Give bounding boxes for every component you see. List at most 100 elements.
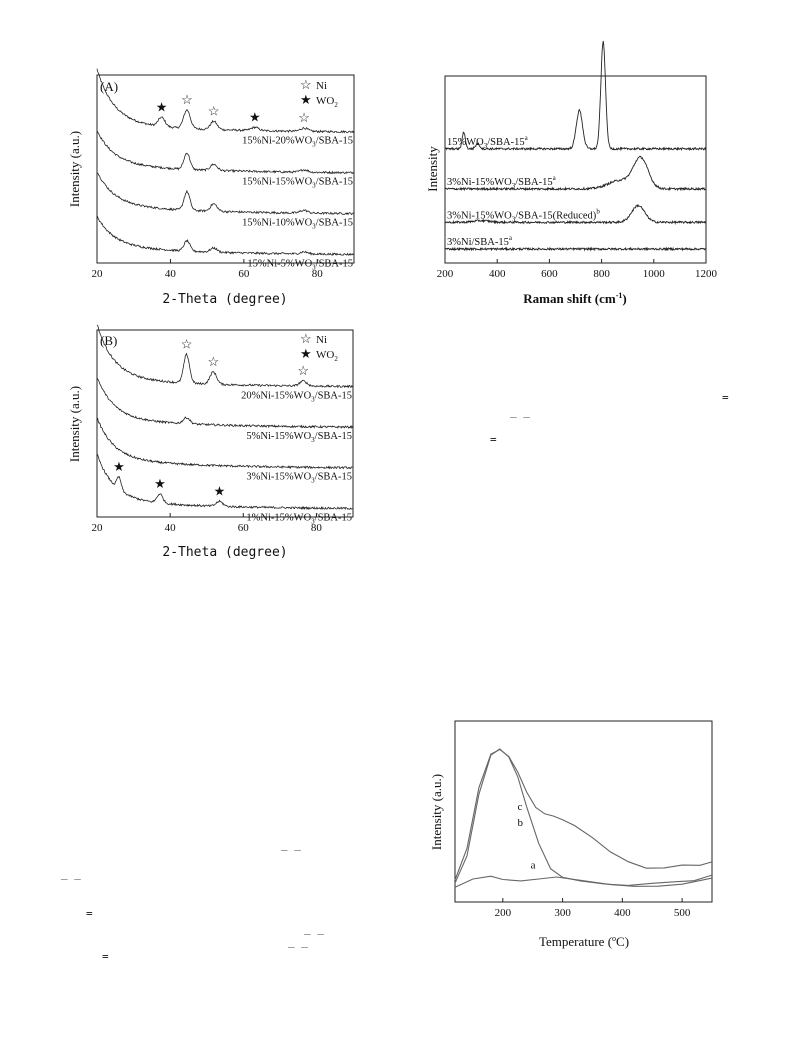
xrd-b-pattern-curve [96,324,353,389]
xrd-b-tick-label: 60 [238,522,250,534]
ni-open-star-marker: ☆ [181,92,193,107]
raman-spectrum-curve [444,246,707,252]
raman-series-label: 15%WO3/SBA-15a [447,134,529,150]
tpr-tick-label: 500 [674,907,691,919]
raman-frame [444,75,707,264]
xrd-a-frame [96,74,355,264]
xrd-b-pattern-curve [96,417,353,470]
raman-series-label: 3%Ni-15%WO3/SBA-15(Reduced)b [447,207,600,223]
xrd-b-tick-label: 40 [165,522,177,534]
tpr-series-label: b [518,817,524,829]
tpr-x-ticks: 200 300 400 500 [495,898,691,919]
stray-mark: _ _ [61,867,81,880]
xrd-b-legend-wo2-label: WO2 [316,349,338,363]
raman-tick-label: 1000 [643,268,666,280]
raman-tick-label: 1200 [695,268,718,280]
tpr-profile-curve [454,748,713,881]
wo2-filled-star-marker: ★ [214,483,226,498]
xrd-a-legend-wo2-label: WO2 [316,95,338,109]
xrd-b-legend-wo2-marker: ★ [300,346,312,361]
xrd-a-pattern-curve [96,215,354,256]
xrd-a-x-ticks: 20 40 60 80 [92,259,324,280]
ni-open-star-marker: ☆ [298,110,310,125]
xrd-b-pattern-curve [96,453,353,511]
tpr-frame [454,720,713,903]
xrd-a-series-labels: 15%Ni-20%WO3/SBA-15 15%Ni-15%WO3/SBA-15 15… [242,136,353,272]
stray-mark: _ _ [510,405,530,418]
xrd-a-curves: ★ ☆☆ ★ ☆ [96,68,354,256]
xrd-panel-a: (A) ☆ Ni ★ WO2 ★ ☆☆ ★ ☆ 15%Ni-20%WO3/SBA-15… [67,68,355,307]
tpr-x-axis-title: Temperature (oC) [539,934,629,949]
wo2-filled-star-marker: ★ [249,109,261,124]
xrd-a-pattern-curve [96,130,354,175]
stray-mark: _ _ [288,935,308,948]
xrd-b-legend: ☆ Ni ★ WO2 [300,331,338,363]
raman-spectrum-curve [444,203,707,225]
xrd-b-tick-label: 20 [92,522,104,534]
tpr-curves: a bc [454,748,713,888]
xrd-a-x-axis-title: 2-Theta (degree) [162,292,287,307]
xrd-a-panel-label: (A) [100,79,118,94]
xrd-b-series-label: 5%Ni-15%WO3/SBA-15 [246,431,352,444]
tpr-series-label: c [518,801,523,813]
xrd-a-y-axis-title: Intensity (a.u.) [67,131,82,207]
tpr-series-label: a [531,860,536,872]
xrd-b-x-axis-title: 2-Theta (degree) [162,545,287,560]
raman-x-ticks: 200 400 600 800 1000 1200 [437,259,718,280]
raman-series-label: 3%Ni-15%WO3/SBA-15a [447,174,557,190]
xrd-b-x-ticks: 20 40 60 80 [92,513,323,534]
stray-marks: = _ _ = _ _ _ _ = _ _ _ _ = [61,391,729,963]
xrd-a-series-label: 15%Ni-5%WO3/SBA-15 [247,258,353,271]
stray-mark: = [722,391,729,404]
xrd-a-series-label: 15%Ni-20%WO3/SBA-15 [242,136,353,149]
xrd-b-curves: ☆☆☆★★ ★ [96,324,353,511]
tpr-tick-label: 200 [495,907,512,919]
raman-tick-label: 200 [437,268,454,280]
xrd-b-series-label: 1%Ni-15%WO3/SBA-15 [246,512,352,525]
xrd-a-legend-ni-marker: ☆ [300,77,312,92]
xrd-b-y-axis-title: Intensity (a.u.) [67,386,82,462]
stray-mark: = [86,907,93,920]
raman-panel: 15%WO3/SBA-15a 3%Ni-15%WO3/SBA-15a 3%Ni-15… [425,40,718,306]
xrd-a-pattern-curve [96,68,354,134]
raman-y-axis-title: Intensity [425,146,440,192]
xrd-b-legend-ni-marker: ☆ [300,331,312,346]
xrd-b-series-label: 3%Ni-15%WO3/SBA-15 [246,472,352,485]
raman-spectrum-curve [444,40,707,152]
tpr-y-axis-title: Intensity (a.u.) [429,774,444,850]
xrd-b-tick-label: 80 [311,522,323,534]
raman-series-label: 3%Ni/SBA-15a [447,234,513,248]
ni-open-star-marker: ☆ [207,354,219,369]
xrd-a-series-label: 15%Ni-10%WO3/SBA-15 [242,217,353,230]
ni-open-star-marker: ☆ [208,103,220,118]
xrd-a-legend: ☆ Ni ★ WO2 [300,77,338,109]
wo2-filled-star-marker: ★ [156,99,168,114]
xrd-b-pattern-curve [96,377,353,430]
stray-mark: _ _ [304,922,324,935]
raman-series-labels: 15%WO3/SBA-15a 3%Ni-15%WO3/SBA-15a 3%Ni-15… [447,134,600,248]
xrd-a-pattern-curve [96,171,354,216]
stray-mark: = [102,950,109,963]
xrd-a-tick-label: 60 [238,268,250,280]
wo2-filled-star-marker: ★ [154,476,166,491]
xrd-a-tick-label: 20 [92,268,104,280]
tpr-profile-curve [454,748,713,886]
stray-mark: = [490,433,497,446]
raman-tick-label: 600 [541,268,558,280]
raman-tick-label: 800 [593,268,610,280]
raman-x-axis-title: Raman shift (cm-1) [523,291,626,306]
xrd-a-legend-wo2-marker: ★ [300,92,312,107]
raman-spectrum-curve [444,155,707,192]
stray-mark: _ _ [281,838,301,851]
xrd-b-frame [96,329,354,518]
raman-curves [444,40,707,252]
xrd-a-tick-label: 40 [165,268,177,280]
xrd-panel-b: (B) ☆ Ni ★ WO2 ☆☆☆★★ ★ 20%Ni-15%WO3/SBA-1… [67,324,354,560]
xrd-a-tick-label: 80 [312,268,324,280]
xrd-b-series-label: 20%Ni-15%WO3/SBA-15 [241,390,352,403]
wo2-filled-star-marker: ★ [113,459,125,474]
xrd-b-legend-ni-label: Ni [316,334,327,346]
tpr-tick-label: 300 [554,907,571,919]
xrd-b-series-labels: 20%Ni-15%WO3/SBA-15 5%Ni-15%WO3/SBA-15 3%N… [241,390,352,525]
